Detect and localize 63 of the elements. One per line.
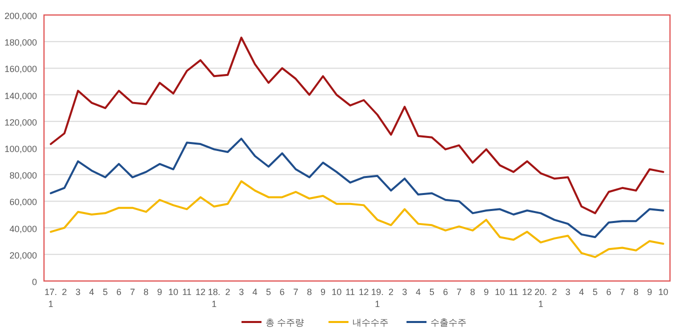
x-tick-label: 9 — [647, 287, 652, 297]
x-tick-label: 2 — [552, 287, 557, 297]
x-tick-label: 10 — [332, 287, 342, 297]
x-tick-label: 7 — [293, 287, 298, 297]
legend-label: 총 수주량 — [266, 318, 304, 328]
x-tick-label: 11 — [508, 287, 518, 297]
x-tick-label: 2 — [225, 287, 230, 297]
legend-label: 수출수주 — [430, 318, 466, 328]
x-tick-label: 9 — [157, 287, 162, 297]
x-tick-label: 6 — [442, 287, 448, 297]
x-tick-label: 3 — [238, 287, 244, 297]
y-tick-label: 0 — [32, 277, 37, 287]
x-tick-label: 12 — [195, 287, 206, 297]
x-tick-label: 8 — [633, 287, 638, 297]
x-tick-label: 7 — [620, 287, 625, 297]
x-tick-label: 11 — [182, 287, 192, 297]
y-tick-label: 140,000 — [4, 90, 37, 101]
y-tick-label: 100,000 — [4, 144, 37, 154]
legend-label: 내수수주 — [352, 318, 388, 328]
x-tick-label: 10 — [494, 287, 505, 297]
y-tick-label: 120,000 — [4, 117, 37, 128]
y-tick-label: 60,000 — [9, 197, 37, 208]
line-series — [50, 36, 664, 214]
x-tick-label: 5 — [429, 287, 434, 297]
x-tick-label: 3 — [76, 287, 81, 297]
x-tick-label: 9 — [484, 287, 489, 297]
x-tick-label: 9 — [320, 287, 326, 297]
x-tick-label: 6 — [116, 287, 122, 297]
y-tick-label: 20,000 — [9, 250, 37, 260]
line-series — [50, 180, 664, 258]
line-series — [50, 138, 664, 238]
x-tick-label: 2 — [388, 287, 394, 297]
x-tick-label: 8 — [306, 287, 312, 297]
x-tick-label: 4 — [89, 287, 94, 297]
x-tick-label: 5 — [266, 287, 272, 297]
x-tick-label: 8 — [144, 287, 149, 297]
x-tick-label: 5 — [102, 287, 108, 297]
x-tick-label: 12 — [522, 287, 532, 297]
x-tick-label: 6 — [280, 287, 285, 297]
x-tick-label: 6 — [606, 287, 612, 297]
y-tick-label: 80,000 — [9, 170, 37, 181]
x-tick-label: 7 — [130, 287, 135, 297]
x-tick-label: 20. 1 — [534, 287, 547, 309]
x-tick-label: 18. 1 — [208, 287, 220, 309]
y-tick-label: 40,000 — [9, 224, 37, 234]
x-tick-label: 7 — [456, 287, 462, 297]
y-tick-label: 160,000 — [4, 64, 37, 74]
x-tick-label: 10 — [658, 287, 668, 297]
x-tick-label: 5 — [592, 287, 598, 297]
x-tick-label: 3 — [565, 287, 570, 297]
x-tick-label: 8 — [470, 287, 476, 297]
y-tick-label: 200,000 — [4, 11, 37, 21]
x-tick-label: 4 — [416, 287, 421, 297]
x-tick-label: 3 — [402, 287, 408, 297]
y-tick-label: 180,000 — [4, 38, 37, 48]
x-tick-label: 10 — [168, 287, 178, 297]
x-tick-label: 2 — [62, 287, 67, 297]
x-tick-label: 12 — [358, 287, 369, 297]
x-tick-label: 17. 1 — [44, 287, 58, 309]
x-tick-label: 19. 1 — [371, 287, 384, 309]
x-tick-label: 11 — [346, 287, 355, 297]
x-tick-label: 4 — [252, 287, 258, 297]
x-tick-label: 4 — [579, 287, 584, 297]
